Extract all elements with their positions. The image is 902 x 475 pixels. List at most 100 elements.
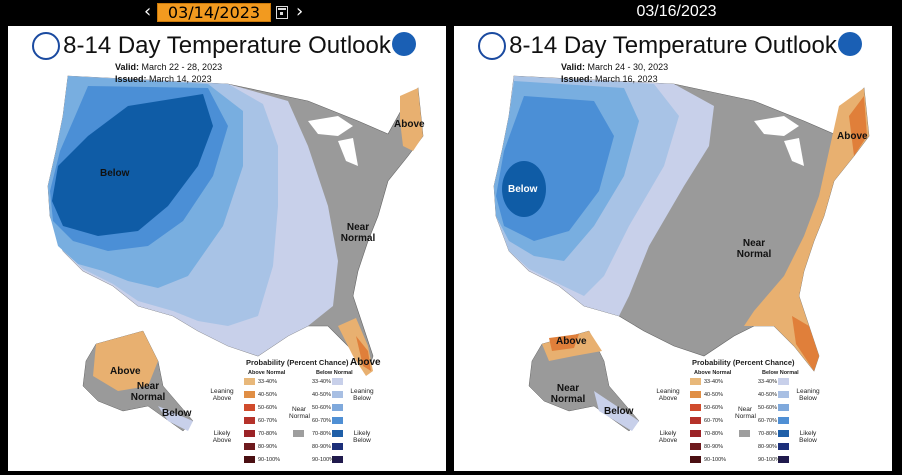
- legend-likely-above: Likely Above: [212, 430, 232, 444]
- legend-below-swatch: [332, 456, 343, 463]
- region-label: Below: [508, 184, 538, 195]
- outlook-map-left: 8-14 Day Temperature Outlook Valid: Marc…: [8, 26, 446, 471]
- legend-below-header: Below Normal: [762, 370, 799, 376]
- legend-likely-below: Likely Below: [799, 430, 817, 444]
- legend-above-bin: 60-70%: [704, 418, 723, 424]
- legend-leaning-below: Leaning Below: [796, 388, 820, 402]
- legend-above-swatch: [244, 391, 255, 398]
- legend-below-swatch: [778, 391, 789, 398]
- legend-title: Probability (Percent Chance): [246, 358, 349, 367]
- region-label: Below: [162, 408, 192, 419]
- legend-above-swatch: [690, 404, 701, 411]
- legend-above-bin: 90-100%: [258, 457, 281, 463]
- legend-likely-below: Likely Below: [353, 430, 371, 444]
- region-label: Near Normal: [130, 381, 166, 403]
- date-input[interactable]: 03/14/2023: [157, 3, 271, 22]
- doc-seal-icon: [478, 32, 506, 60]
- region-label: Near Normal: [736, 238, 772, 260]
- legend-above-swatch: [690, 391, 701, 398]
- legend-below-bin: 90-100%: [758, 457, 781, 463]
- legend-near-swatch: [739, 430, 750, 437]
- legend-above-swatch: [690, 417, 701, 424]
- legend-above-swatch: [244, 430, 255, 437]
- legend-above-bin: 70-80%: [704, 431, 723, 437]
- legend-below-swatch: [778, 430, 789, 437]
- outlook-map-right: 8-14 Day Temperature Outlook Valid: Marc…: [454, 26, 892, 471]
- legend-above-bin: 70-80%: [258, 431, 277, 437]
- region-label: Above: [556, 336, 587, 347]
- legend-below-bin: 80-90%: [312, 444, 331, 450]
- legend-leaning-above: Leaning Above: [210, 388, 234, 402]
- legend-above-bin: 90-100%: [704, 457, 727, 463]
- region-label: Above: [350, 357, 381, 368]
- legend-above-swatch: [690, 443, 701, 450]
- legend-leaning-below: Leaning Below: [350, 388, 374, 402]
- legend-below-swatch: [778, 417, 789, 424]
- calendar-icon[interactable]: [276, 6, 288, 19]
- legend-below-bin: 70-80%: [312, 431, 331, 437]
- map-title: 8-14 Day Temperature Outlook: [509, 32, 837, 59]
- legend-above-bin: 60-70%: [258, 418, 277, 424]
- legend-below-bin: 40-50%: [312, 392, 331, 398]
- issued-label: Issued:: [561, 74, 593, 84]
- noaa-logo-icon: [838, 32, 862, 56]
- legend-above-swatch: [690, 430, 701, 437]
- region-label: Near Normal: [340, 222, 376, 244]
- legend-below-swatch: [332, 391, 343, 398]
- legend-above-header: Above Normal: [248, 370, 286, 376]
- legend-below-swatch: [778, 456, 789, 463]
- region-label: Above: [837, 131, 868, 142]
- legend-below-header: Below Normal: [316, 370, 353, 376]
- legend-above-swatch: [690, 456, 701, 463]
- legend-above-bin: 80-90%: [258, 444, 277, 450]
- legend-above-bin: 50-60%: [704, 405, 723, 411]
- legend-title: Probability (Percent Chance): [692, 358, 795, 367]
- legend-above-swatch: [244, 404, 255, 411]
- temperature-map: [47, 75, 424, 432]
- valid-value: March 24 - 30, 2023: [587, 62, 669, 72]
- legend-above-bin: 50-60%: [258, 405, 277, 411]
- legend-below-swatch: [332, 430, 343, 437]
- map-title: 8-14 Day Temperature Outlook: [63, 32, 391, 59]
- legend-below-swatch: [332, 378, 343, 385]
- legend-below-bin: 33-40%: [312, 379, 331, 385]
- legend-likely-above: Likely Above: [658, 430, 678, 444]
- issued-value: March 14, 2023: [149, 74, 212, 84]
- legend-above-swatch: [690, 378, 701, 385]
- region-label: Near Normal: [550, 383, 586, 405]
- chevron-left-icon[interactable]: ‹: [144, 1, 152, 22]
- legend-below-swatch: [332, 417, 343, 424]
- noaa-logo-icon: [392, 32, 416, 56]
- legend-above-bin: 40-50%: [258, 392, 277, 398]
- doc-seal-icon: [32, 32, 60, 60]
- legend-below-bin: 40-50%: [758, 392, 777, 398]
- legend-below-swatch: [332, 443, 343, 450]
- compare-date-label: 03/16/2023: [636, 3, 717, 20]
- legend-above-header: Above Normal: [694, 370, 732, 376]
- issued-value: March 16, 2023: [595, 74, 658, 84]
- legend-near-swatch: [293, 430, 304, 437]
- temperature-map: [493, 75, 870, 432]
- region-label: Above: [394, 119, 425, 130]
- legend-above-swatch: [244, 443, 255, 450]
- legend-below-swatch: [332, 404, 343, 411]
- chevron-right-icon[interactable]: ›: [296, 1, 304, 22]
- legend-above-bin: 33-40%: [258, 379, 277, 385]
- legend: Probability (Percent Chance) Above Norma…: [206, 348, 436, 468]
- valid-label: Valid:: [115, 62, 140, 72]
- legend-below-bin: 60-70%: [312, 418, 331, 424]
- date-navigator: ‹ 03/14/2023 ›: [0, 0, 451, 26]
- legend-leaning-above: Leaning Above: [656, 388, 680, 402]
- valid-label: Valid:: [561, 62, 586, 72]
- region-label: Above: [110, 366, 141, 377]
- legend-below-swatch: [778, 378, 789, 385]
- legend-below-bin: 70-80%: [758, 431, 777, 437]
- legend-near-header: Near Normal: [289, 406, 310, 420]
- legend-above-swatch: [244, 456, 255, 463]
- region-label: Below: [604, 406, 634, 417]
- legend-near-header: Near Normal: [735, 406, 756, 420]
- legend-below-bin: 50-60%: [758, 405, 777, 411]
- legend-below-bin: 60-70%: [758, 418, 777, 424]
- valid-value: March 22 - 28, 2023: [141, 62, 223, 72]
- legend-above-bin: 33-40%: [704, 379, 723, 385]
